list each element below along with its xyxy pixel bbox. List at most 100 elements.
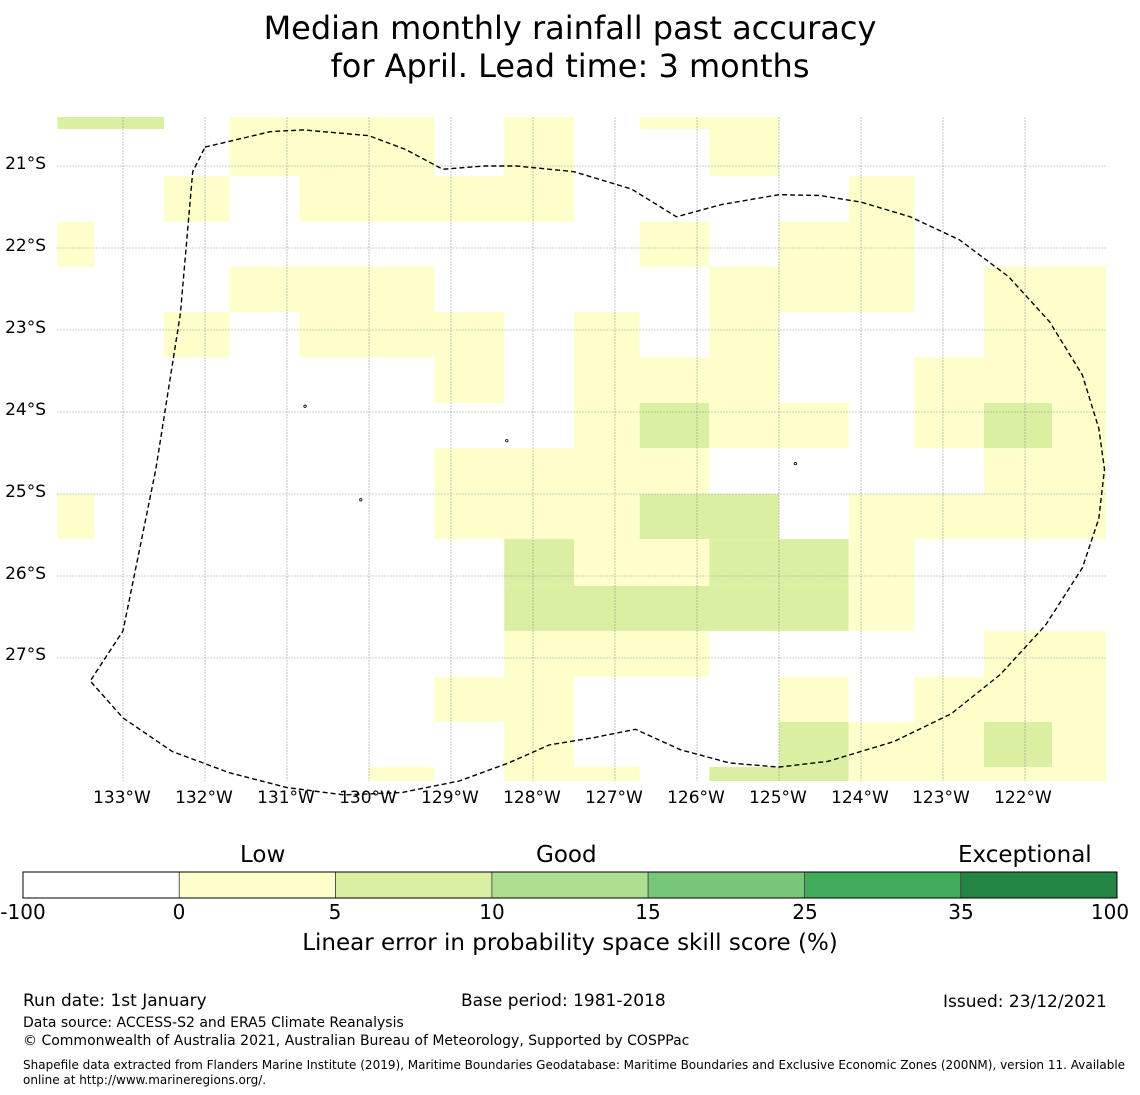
skill-cell bbox=[984, 448, 1106, 494]
skill-cell bbox=[709, 311, 779, 358]
colorbar-layer bbox=[22, 871, 1118, 899]
lat-label-22s: 22°S bbox=[5, 236, 46, 256]
skill-cell bbox=[984, 630, 1106, 677]
lat-label-25s: 25°S bbox=[5, 482, 46, 502]
skill-cell bbox=[984, 402, 1053, 449]
skill-cell bbox=[779, 767, 849, 781]
skill-cell bbox=[709, 767, 779, 781]
skill-cell bbox=[434, 676, 574, 722]
lon-label-126w: 126°W bbox=[667, 788, 725, 808]
skill-cell bbox=[299, 311, 505, 358]
skill-cell bbox=[504, 585, 849, 631]
skill-cell bbox=[57, 117, 164, 130]
lon-label-129w: 129°W bbox=[421, 788, 479, 808]
colorbar-tick: 25 bbox=[792, 900, 818, 924]
skill-cell bbox=[848, 539, 915, 586]
lat-label-27s: 27°S bbox=[5, 645, 46, 665]
eez-boundary-layer bbox=[89, 129, 1106, 796]
skill-cell bbox=[434, 448, 710, 494]
skill-cell bbox=[57, 494, 95, 540]
skill-cell bbox=[984, 721, 1053, 768]
colorbar-tick: 35 bbox=[948, 900, 974, 924]
lon-label-125w: 125°W bbox=[749, 788, 807, 808]
skill-cell bbox=[914, 402, 984, 449]
skill-cell bbox=[1052, 721, 1106, 768]
skill-cells-layer bbox=[57, 117, 1106, 781]
colorbar-frame bbox=[22, 871, 1118, 899]
skill-cell bbox=[504, 117, 574, 176]
island-marker bbox=[303, 404, 307, 408]
skill-cell bbox=[779, 676, 849, 722]
skill-cell bbox=[984, 311, 1106, 358]
lon-label-132w: 132°W bbox=[175, 788, 233, 808]
colorbar-segment bbox=[647, 871, 805, 899]
colorbar-tick: 0 bbox=[172, 900, 186, 924]
colorbar-tick: 5 bbox=[328, 900, 342, 924]
lon-label-122w: 122°W bbox=[994, 788, 1052, 808]
skill-cell bbox=[639, 117, 779, 130]
lat-label-21s: 21°S bbox=[5, 154, 46, 174]
lon-label-124w: 124°W bbox=[831, 788, 889, 808]
colorbar-tick: 15 bbox=[635, 900, 661, 924]
skill-cell bbox=[639, 221, 710, 267]
skill-cell bbox=[164, 175, 230, 222]
lat-label-26s: 26°S bbox=[5, 564, 46, 584]
skill-cell bbox=[709, 266, 915, 312]
colorbar-segment bbox=[22, 871, 180, 899]
graticule-layer bbox=[57, 117, 1106, 781]
skill-cell bbox=[779, 721, 849, 768]
skill-cell bbox=[779, 221, 915, 267]
skill-cell bbox=[848, 494, 1106, 540]
colorbar-category-low: Low bbox=[240, 842, 286, 868]
skill-cell bbox=[504, 721, 574, 768]
copyright: © Commonwealth of Australia 2021, Austra… bbox=[23, 1033, 690, 1049]
island-marker bbox=[505, 439, 509, 443]
skill-cell bbox=[709, 402, 849, 449]
skill-cell bbox=[574, 539, 710, 586]
base-period: Base period: 1981-2018 bbox=[461, 991, 666, 1011]
map-title-line-2: for April. Lead time: 3 months bbox=[330, 47, 810, 85]
colorbar-tick: -100 bbox=[0, 900, 46, 924]
data-source: Data source: ACCESS-S2 and ERA5 Climate … bbox=[23, 1015, 404, 1031]
shapefile-credit: Shapefile data extracted from Flanders M… bbox=[23, 1058, 1126, 1087]
island-marker bbox=[793, 462, 798, 466]
island-marker bbox=[359, 498, 363, 502]
colorbar-tick: 100 bbox=[1090, 900, 1130, 924]
colorbar-segment bbox=[491, 871, 649, 899]
map-title-line-1: Median monthly rainfall past accuracy bbox=[263, 9, 877, 47]
skill-cell bbox=[1052, 402, 1106, 449]
skill-cell bbox=[299, 175, 574, 222]
colorbar-segment bbox=[960, 871, 1118, 899]
lon-label-131w: 131°W bbox=[257, 788, 315, 808]
colorbar-category-exceptional: Exceptional bbox=[958, 842, 1092, 868]
skill-cell bbox=[639, 402, 710, 449]
skill-cell bbox=[574, 402, 640, 449]
skill-cell bbox=[574, 357, 779, 403]
skill-cell bbox=[709, 129, 779, 176]
skill-cell bbox=[848, 585, 915, 631]
skill-cell bbox=[504, 767, 640, 781]
skill-cell bbox=[504, 539, 574, 586]
lon-label-133w: 133°W bbox=[93, 788, 151, 808]
skill-cell bbox=[639, 494, 779, 540]
skill-cell bbox=[504, 630, 710, 677]
skill-cell bbox=[164, 311, 230, 358]
lat-label-24s: 24°S bbox=[5, 400, 46, 420]
skill-cell bbox=[574, 311, 640, 358]
lat-label-23s: 23°S bbox=[5, 318, 46, 338]
lon-label-130w: 130°W bbox=[339, 788, 397, 808]
skill-cell bbox=[57, 221, 95, 267]
colorbar-segment bbox=[335, 871, 493, 899]
skill-cell bbox=[369, 767, 435, 781]
colorbar-segment bbox=[178, 871, 336, 899]
colorbar-tick: 10 bbox=[479, 900, 505, 924]
skill-cell bbox=[984, 266, 1106, 312]
lon-label-123w: 123°W bbox=[912, 788, 970, 808]
colorbar-label: Linear error in probability space skill … bbox=[302, 930, 838, 956]
colorbar-category-good: Good bbox=[536, 842, 597, 868]
skill-cell bbox=[848, 721, 984, 768]
colorbar-segment bbox=[804, 871, 962, 899]
skill-cell bbox=[434, 357, 505, 403]
lon-label-128w: 128°W bbox=[503, 788, 561, 808]
